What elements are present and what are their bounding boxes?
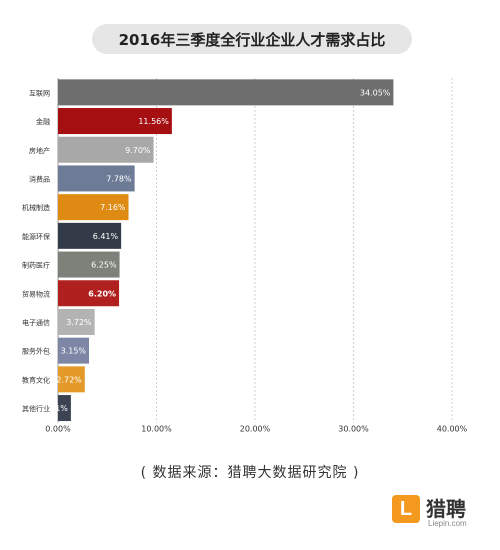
value-label: 9.70% <box>125 146 151 155</box>
category-label: 其他行业 <box>22 404 50 413</box>
category-label: 贸易物流 <box>22 289 50 298</box>
category-label: 金融 <box>36 117 50 126</box>
value-label: 34.05% <box>360 88 391 97</box>
x-tick-label: 10.00% <box>141 424 172 433</box>
x-tick-label: 0.00% <box>45 424 71 433</box>
value-label: 3.15% <box>61 347 87 356</box>
category-label: 机械制造 <box>22 203 50 212</box>
category-label: 电子通信 <box>22 318 50 327</box>
value-label: 2.72% <box>56 375 82 384</box>
value-labels: 34.05% 11.56% 9.70% 7.78% 7.16% 6.41% 6.25% 6.2… <box>42 88 390 413</box>
logo-url: Liepin.com <box>428 519 467 528</box>
bar <box>58 222 122 249</box>
bar <box>58 108 172 135</box>
category-label: 房地产 <box>29 146 50 155</box>
logo-name: 猎聘 <box>426 497 466 521</box>
bar <box>58 337 90 364</box>
logo-badge: L <box>392 495 420 523</box>
value-label: 6.41% <box>93 232 119 241</box>
value-label: 6.20% <box>88 289 116 298</box>
bar <box>58 165 135 192</box>
category-label: 互联网 <box>29 88 50 97</box>
category-label: 服务外包 <box>22 347 50 356</box>
category-label: 教育文化 <box>22 375 50 384</box>
bar <box>58 251 120 278</box>
chart-title: 2016年三季度全行业企业人才需求占比 <box>92 24 412 54</box>
x-tick-label: 40.00% <box>437 424 468 433</box>
x-axis-ticks: 0.00% 10.00% 20.00% 30.00% 40.00% <box>45 424 467 433</box>
category-labels: 互联网金融房地产消费品机械制造能源环保制药医疗贸易物流电子通信服务外包教育文化其… <box>22 88 50 413</box>
category-label: 能源环保 <box>22 232 50 241</box>
data-source-note: ( 数据来源：猎聘大数据研究院 ) <box>140 465 360 481</box>
value-label: 11.56% <box>138 117 169 126</box>
value-label: 7.16% <box>100 203 126 212</box>
value-label: 6.25% <box>91 261 117 270</box>
category-label: 制药医疗 <box>22 261 50 270</box>
x-tick-label: 30.00% <box>338 424 369 433</box>
grid-lines <box>57 78 453 423</box>
value-label: 1.31% <box>42 404 68 413</box>
x-tick-label: 20.00% <box>240 424 271 433</box>
bar <box>58 280 120 307</box>
value-label: 3.72% <box>66 318 92 327</box>
bar <box>58 79 394 106</box>
value-label: 7.78% <box>106 174 132 183</box>
bar <box>58 395 71 422</box>
bar <box>58 136 154 163</box>
bar <box>58 366 85 393</box>
liepin-logo: L 猎聘 Liepin.com <box>392 493 492 533</box>
bar <box>58 308 95 335</box>
bars <box>58 79 394 422</box>
category-label: 消费品 <box>29 174 50 183</box>
bar <box>58 194 129 221</box>
